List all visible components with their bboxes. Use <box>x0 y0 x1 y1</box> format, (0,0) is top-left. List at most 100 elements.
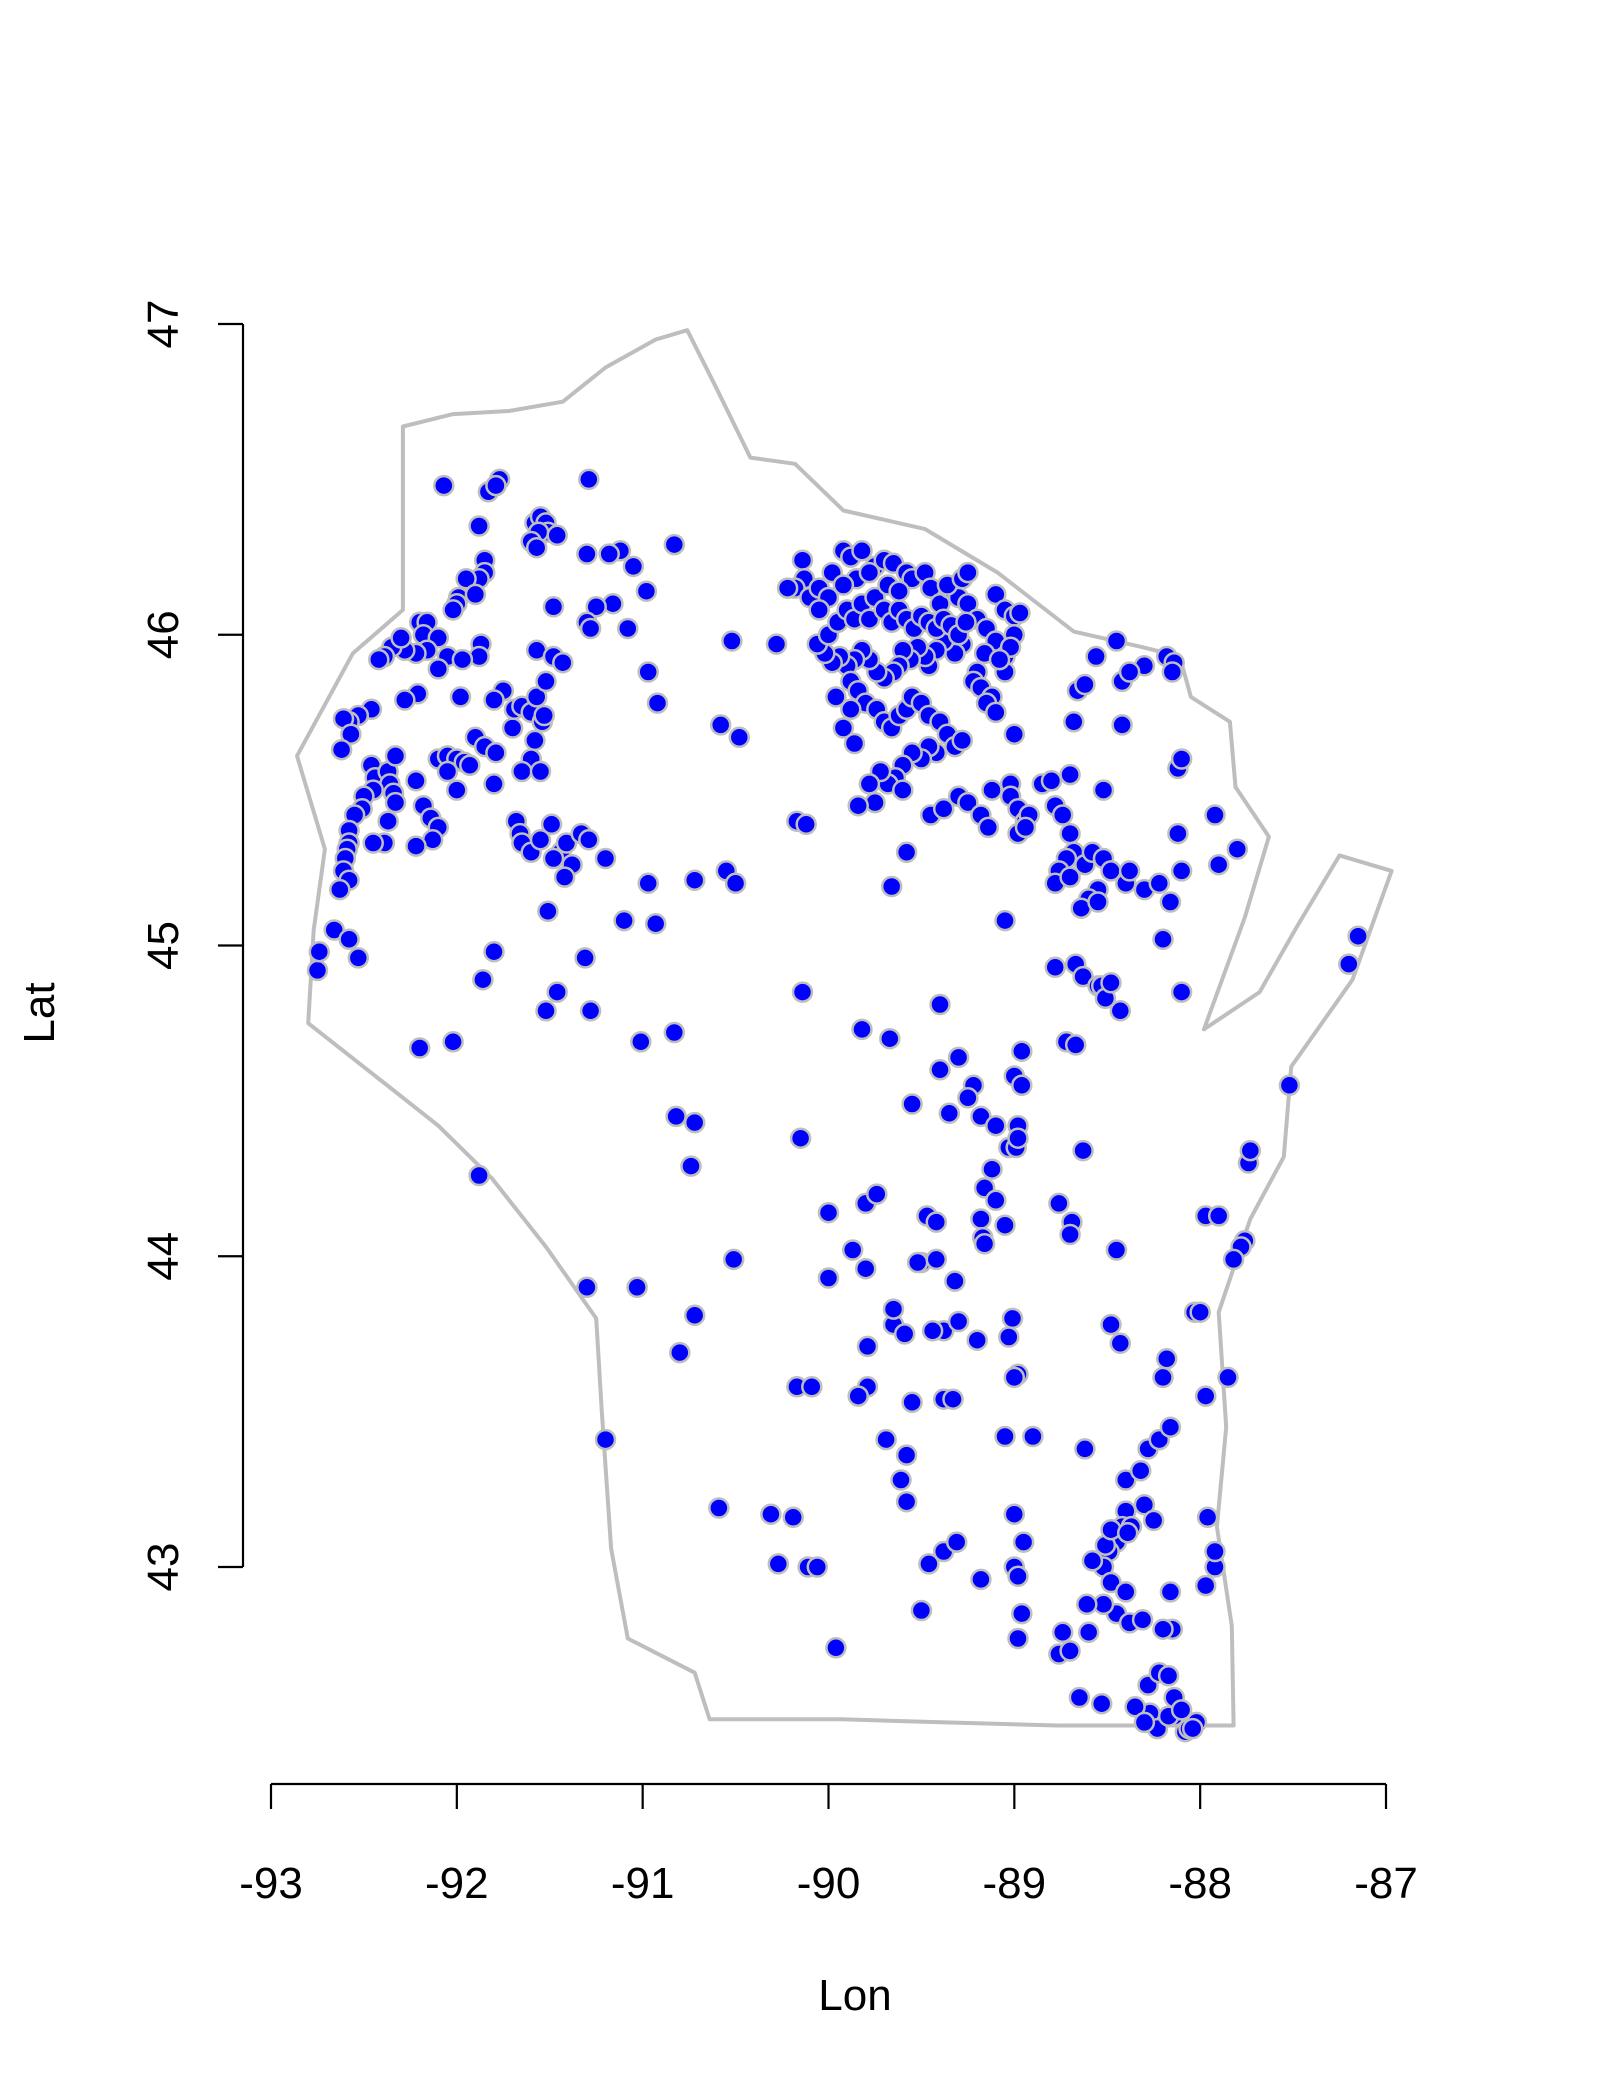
data-point <box>368 648 390 671</box>
x-tick-label: -90 <box>797 1859 861 1908</box>
x-tick-label: -88 <box>1168 1859 1232 1908</box>
data-point <box>1105 630 1128 652</box>
data-point <box>511 760 533 783</box>
data-point <box>501 717 524 739</box>
data-point <box>947 1046 970 1069</box>
data-point <box>1170 748 1193 770</box>
data-point <box>579 1000 602 1022</box>
data-point <box>895 1490 918 1513</box>
data-point <box>1207 853 1230 876</box>
data-point <box>1217 1366 1239 1389</box>
data-point <box>1338 953 1360 975</box>
data-point <box>1196 1506 1219 1529</box>
data-point <box>1115 1581 1137 1603</box>
data-point <box>663 1021 686 1044</box>
data-point <box>1059 1223 1081 1246</box>
data-point <box>1118 661 1141 683</box>
data-point <box>858 773 881 795</box>
data-point <box>875 1428 897 1451</box>
data-point <box>1003 1366 1026 1389</box>
data-point <box>537 900 559 923</box>
y-axis: 43 44 45 46 47 Lat <box>15 300 245 1591</box>
data-point <box>680 1155 702 1177</box>
data-point <box>1347 925 1369 947</box>
data-point <box>1059 763 1081 786</box>
data-point <box>585 596 607 618</box>
data-point <box>340 723 362 745</box>
data-point <box>895 1444 918 1466</box>
data-point <box>918 1553 940 1575</box>
data-point <box>888 580 910 602</box>
data-point <box>669 1341 691 1364</box>
data-point <box>576 543 598 565</box>
data-point <box>1170 1699 1193 1721</box>
data-point <box>1040 770 1063 792</box>
data-point <box>390 627 412 649</box>
data-point <box>529 760 552 783</box>
data-point <box>1059 822 1081 845</box>
data-point <box>637 661 659 683</box>
data-point <box>451 648 474 671</box>
data-point <box>338 928 360 951</box>
data-point <box>483 689 505 711</box>
data-point <box>552 651 574 674</box>
data-point <box>483 773 505 795</box>
data-point <box>1133 1494 1156 1516</box>
data-point <box>1074 1438 1096 1460</box>
data-point <box>1129 1459 1152 1482</box>
data-point <box>1239 1139 1262 1162</box>
data-point <box>1059 1640 1081 1662</box>
data-point <box>1278 1074 1301 1097</box>
data-point <box>1087 891 1109 913</box>
data-point <box>1105 1239 1128 1261</box>
data-point <box>1072 1139 1094 1162</box>
data-point <box>1131 1609 1154 1631</box>
data-point <box>892 779 914 801</box>
data-point <box>782 1506 804 1529</box>
data-point <box>1133 1711 1156 1734</box>
data-point <box>1194 1385 1217 1407</box>
data-point <box>1159 1416 1182 1438</box>
data-point <box>576 1276 598 1299</box>
data-point <box>1044 956 1066 979</box>
data-point <box>578 468 600 491</box>
x-axis: -93 -92 -91 -90 -89 -88 -87 Lon <box>239 1782 1418 2020</box>
data-point <box>1207 1205 1230 1227</box>
data-point <box>1001 1307 1024 1330</box>
data-point <box>847 1385 869 1407</box>
data-point <box>1081 1550 1104 1572</box>
data-point <box>1011 1602 1033 1625</box>
data-point <box>806 1556 829 1578</box>
data-point <box>970 1208 992 1230</box>
data-point <box>1076 1593 1098 1616</box>
y-axis-ticks: 43 44 45 46 47 <box>139 300 243 1591</box>
data-points-layer <box>306 468 1369 1743</box>
data-point <box>594 1428 617 1451</box>
data-point <box>1059 866 1081 888</box>
data-point <box>938 1102 961 1125</box>
data-point <box>542 847 565 870</box>
data-point <box>613 909 635 932</box>
data-point <box>464 583 487 606</box>
data-point <box>1118 860 1141 882</box>
data-point <box>1142 1509 1165 1532</box>
data-point <box>1152 928 1174 951</box>
data-point <box>981 779 1003 801</box>
data-point <box>468 515 490 537</box>
data-point <box>951 729 974 752</box>
data-point <box>906 1251 929 1274</box>
data-point <box>843 732 866 755</box>
data-point <box>789 1127 812 1149</box>
data-point <box>1189 1301 1211 1323</box>
y-tick-label: 44 <box>139 1232 188 1281</box>
data-point <box>1051 804 1074 826</box>
data-point <box>535 1000 557 1022</box>
data-point <box>879 1027 901 1050</box>
data-point <box>942 1388 964 1410</box>
data-point <box>957 1087 979 1109</box>
data-point <box>323 919 345 941</box>
data-point <box>1068 1686 1091 1709</box>
data-point <box>1161 661 1184 683</box>
data-point <box>540 813 563 836</box>
